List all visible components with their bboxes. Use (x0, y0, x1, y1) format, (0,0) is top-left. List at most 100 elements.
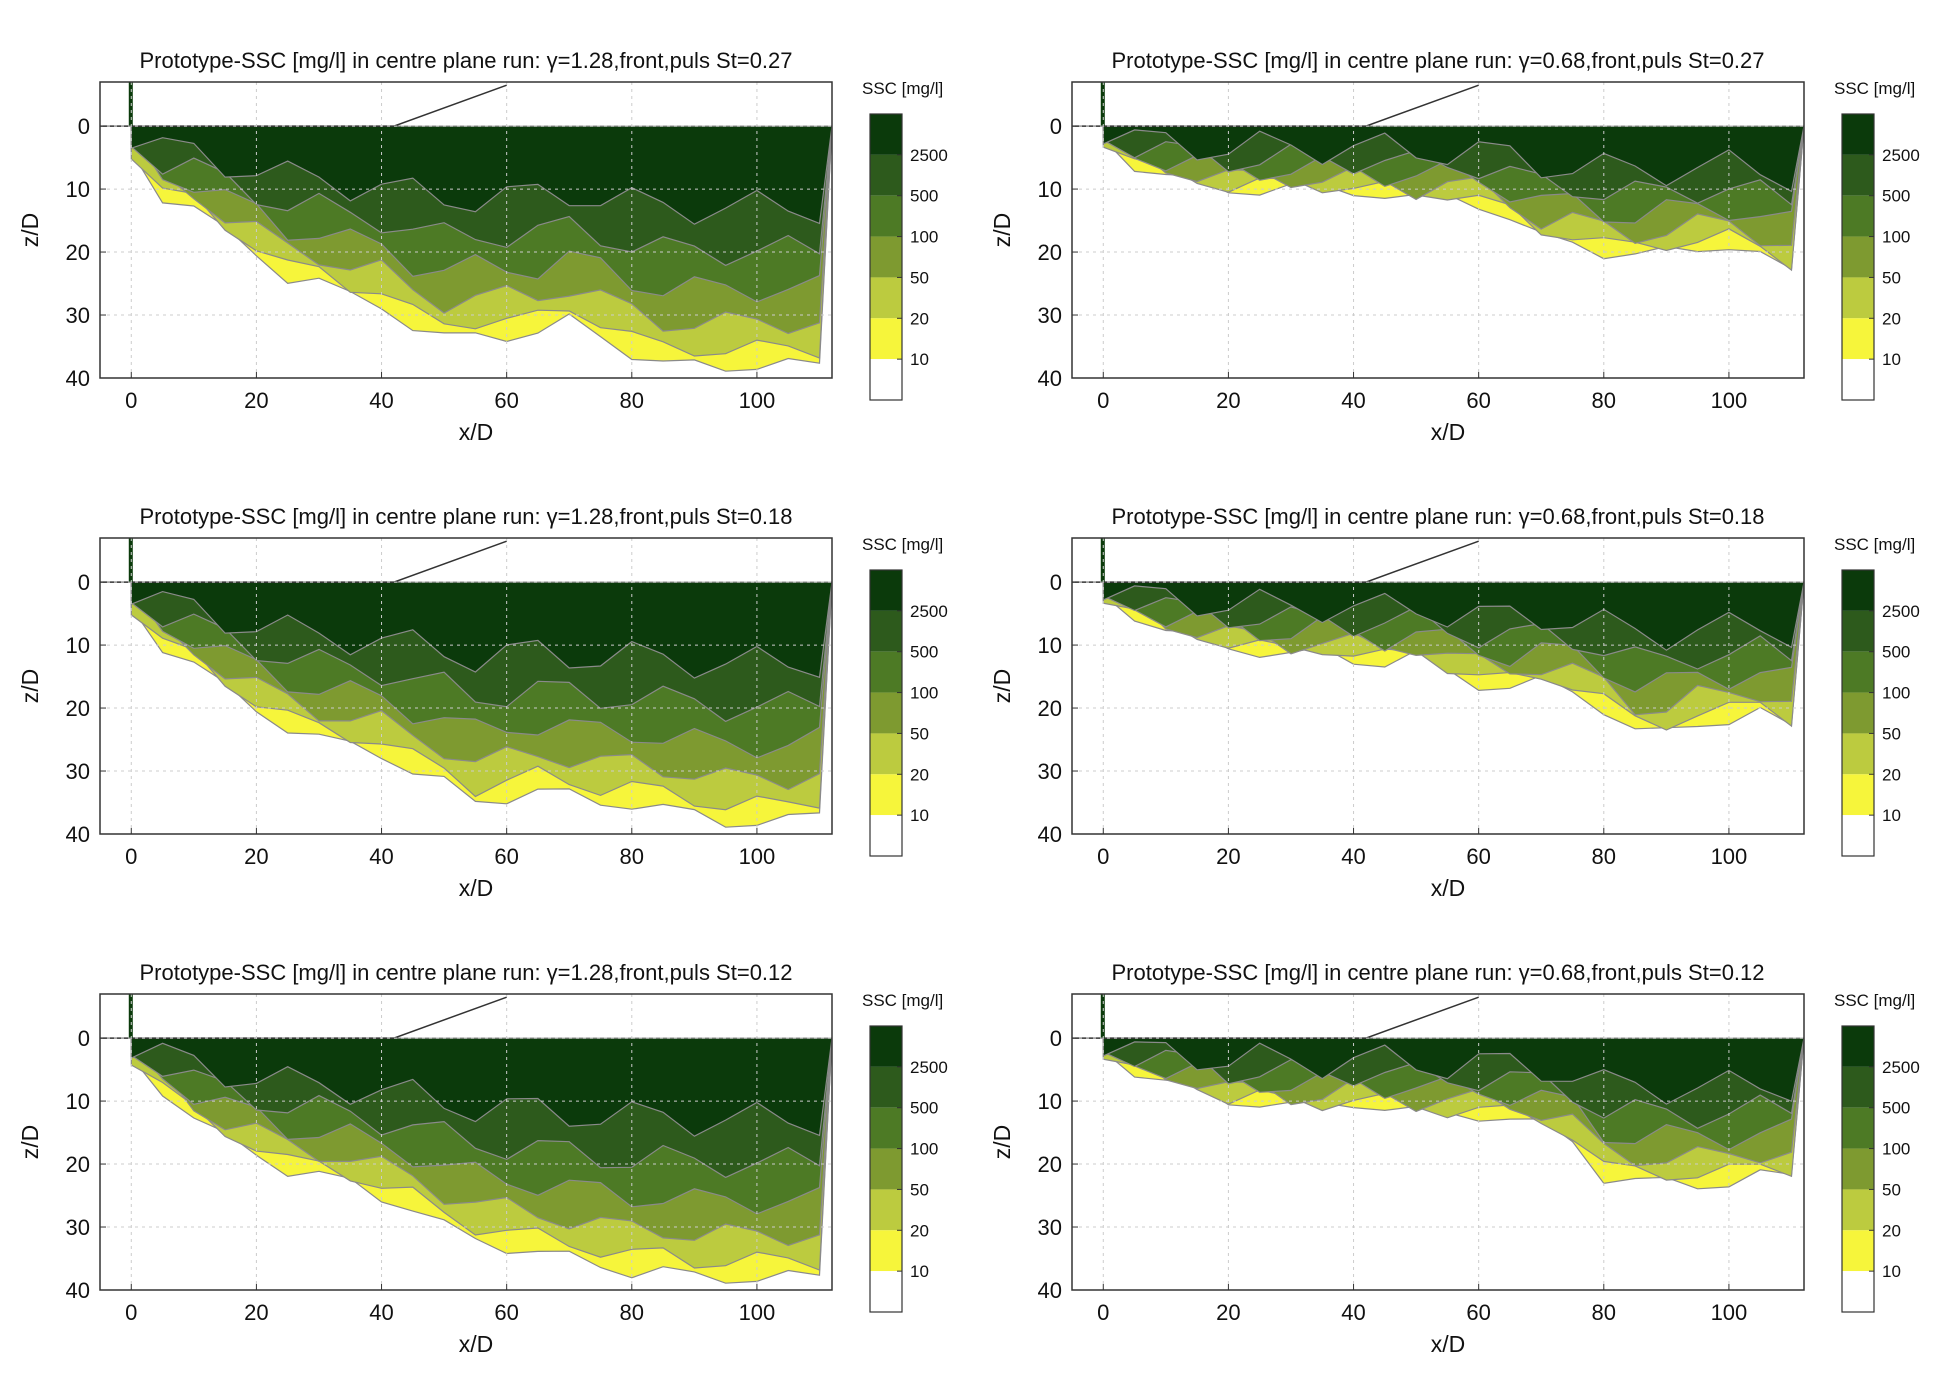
colorbar-tick-label: 500 (1882, 187, 1910, 206)
colorbar-swatch (1842, 154, 1874, 196)
colorbar-tick-label: 2500 (910, 1058, 948, 1077)
colorbar-tick-label: 50 (910, 268, 929, 287)
colorbar-title: SSC [mg/l] (1834, 991, 1915, 1010)
colorbar-frame (869, 113, 903, 401)
ssc-band-10 (130, 125, 832, 225)
colorbar-swatch (870, 1066, 902, 1108)
colorbar-swatch (1842, 1230, 1874, 1272)
x-tick-label: 60 (1466, 844, 1490, 869)
x-tick-label: 40 (1341, 1300, 1365, 1325)
colorbar-swatch (870, 277, 902, 319)
x-tick-label: 20 (244, 1300, 268, 1325)
y-tick-label: 10 (1038, 177, 1062, 202)
colorbar-tick-label: 500 (1882, 643, 1910, 662)
x-tick-label: 80 (1592, 388, 1616, 413)
colorbar-tick-label: 100 (910, 684, 938, 703)
y-axis-label: z/D (17, 669, 43, 704)
colorbar-tick-label: 500 (910, 643, 938, 662)
x-tick-label: 60 (494, 844, 518, 869)
x-axis-label: x/D (1431, 1331, 1466, 1357)
colorbar-title: SSC [mg/l] (1834, 535, 1915, 554)
colorbar-swatch (1842, 733, 1874, 775)
y-tick-label: 20 (1038, 1152, 1062, 1177)
colorbar-swatch (870, 1107, 902, 1149)
x-tick-label: 0 (1097, 844, 1109, 869)
y-tick-label: 20 (1038, 240, 1062, 265)
ssc-band-10 (130, 581, 832, 679)
panel-gamma-0.68-st-0.27: Prototype-SSC [mg/l] in centre plane run… (989, 48, 1920, 445)
colorbar-swatch (1842, 277, 1874, 319)
colorbar-title: SSC [mg/l] (862, 991, 943, 1010)
panel-gamma-0.68-st-0.18: Prototype-SSC [mg/l] in centre plane run… (989, 504, 1920, 901)
colorbar-swatch (870, 610, 902, 652)
ssc-band-10 (1102, 581, 1804, 651)
chart-title: Prototype-SSC [mg/l] in centre plane run… (1111, 504, 1764, 529)
colorbar-swatch (870, 236, 902, 278)
y-tick-label: 40 (1038, 1278, 1062, 1303)
x-tick-label: 40 (1341, 844, 1365, 869)
x-tick-label: 80 (620, 844, 644, 869)
colorbar-tick-label: 50 (1882, 1180, 1901, 1199)
colorbar-swatch (1842, 1271, 1874, 1312)
colorbar-swatch (870, 114, 902, 155)
grid (1072, 82, 1804, 378)
chart-title: Prototype-SSC [mg/l] in centre plane run… (139, 960, 792, 985)
ssc-band-10 (130, 1037, 832, 1137)
colorbar-swatch (870, 570, 902, 611)
discharge-pipe (128, 994, 133, 1039)
colorbar-tick-label: 20 (1882, 309, 1901, 328)
y-axis-label: z/D (989, 669, 1015, 704)
plume-contours (100, 538, 832, 828)
panel-gamma-1.28-st-0.18: Prototype-SSC [mg/l] in centre plane run… (17, 504, 948, 901)
colorbar-tick-label: 100 (1882, 228, 1910, 247)
y-tick-label: 30 (1038, 1215, 1062, 1240)
colorbar: SSC [mg/l] 2500 500 100 50 20 10 (862, 79, 948, 401)
colorbar-tick-label: 20 (910, 1221, 929, 1240)
y-tick-label: 10 (66, 177, 90, 202)
y-tick-label: 30 (66, 303, 90, 328)
colorbar-swatch (1842, 318, 1874, 360)
plume-contours (1072, 82, 1804, 272)
plot-frame (99, 537, 833, 835)
colorbar-tick-label: 10 (1882, 806, 1901, 825)
colorbar-swatch (870, 815, 902, 856)
colorbar-tick-label: 2500 (1882, 602, 1920, 621)
x-tick-label: 60 (1466, 1300, 1490, 1325)
x-axis-label: x/D (459, 419, 494, 445)
colorbar-tick-label: 10 (1882, 1262, 1901, 1281)
colorbar-tick-label: 2500 (1882, 1058, 1920, 1077)
x-tick-label: 60 (494, 388, 518, 413)
colorbar-tick-label: 20 (1882, 765, 1901, 784)
colorbar-tick-label: 20 (1882, 1221, 1901, 1240)
y-tick-label: 0 (1050, 1026, 1062, 1051)
x-axis-label: x/D (1431, 875, 1466, 901)
colorbar-tick-label: 50 (910, 724, 929, 743)
colorbar-tick-label: 500 (1882, 1099, 1910, 1118)
panel-gamma-1.28-st-0.12: Prototype-SSC [mg/l] in centre plane run… (17, 960, 948, 1357)
x-tick-label: 40 (369, 1300, 393, 1325)
x-tick-label: 100 (1711, 1300, 1748, 1325)
y-tick-label: 10 (1038, 1089, 1062, 1114)
colorbar-swatch (870, 733, 902, 775)
colorbar-swatch (870, 1148, 902, 1190)
grid (100, 82, 832, 378)
colorbar-swatch (1842, 815, 1874, 856)
x-tick-label: 20 (244, 844, 268, 869)
colorbar-tick-label: 50 (1882, 724, 1901, 743)
discharge-pipe (128, 82, 133, 127)
chart-title: Prototype-SSC [mg/l] in centre plane run… (1111, 48, 1764, 73)
y-tick-label: 0 (78, 114, 90, 139)
y-tick-label: 20 (66, 240, 90, 265)
plume-contours (100, 994, 832, 1284)
plume-contours (100, 82, 832, 372)
colorbar-swatch (1842, 1148, 1874, 1190)
x-tick-label: 0 (1097, 1300, 1109, 1325)
colorbar-swatch (1842, 570, 1874, 611)
x-tick-label: 100 (739, 1300, 776, 1325)
y-tick-label: 20 (66, 1152, 90, 1177)
x-tick-label: 20 (244, 388, 268, 413)
plot-frame (1071, 993, 1805, 1291)
x-tick-label: 100 (739, 388, 776, 413)
x-tick-label: 20 (1216, 1300, 1240, 1325)
